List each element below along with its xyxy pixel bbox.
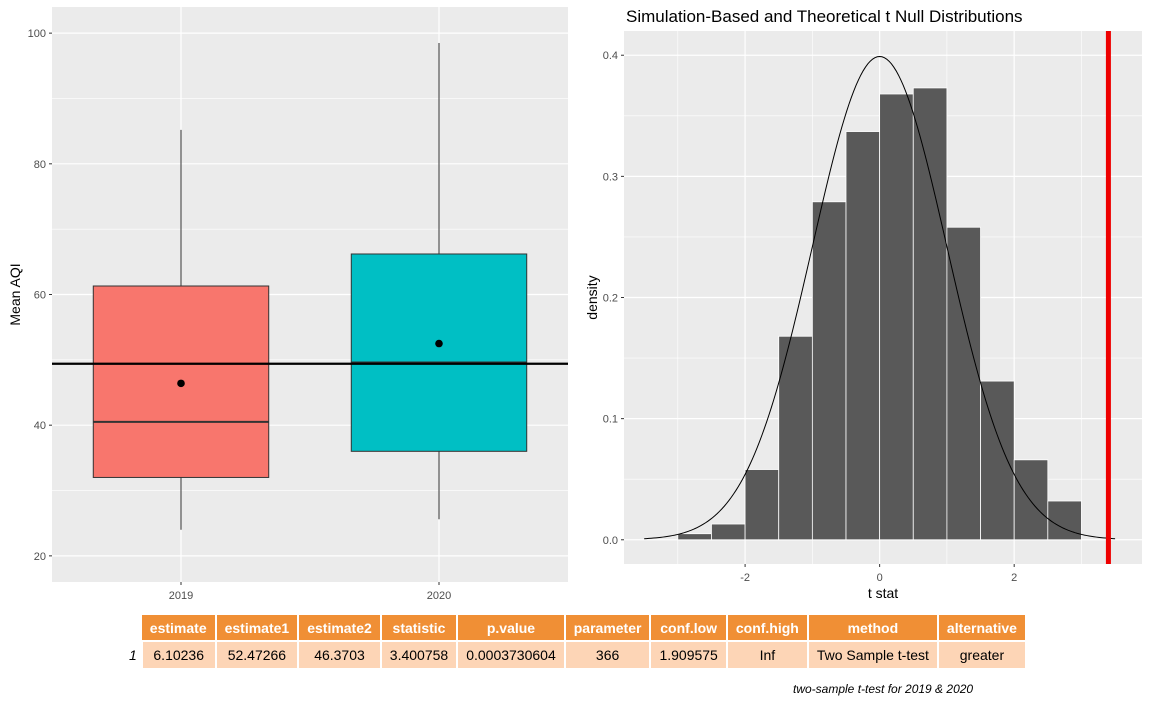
table-column-header: parameter (564, 615, 652, 641)
boxplot-y-tick-label: 40 (34, 420, 46, 432)
histogram-bar (980, 380, 1015, 541)
table-column-header: estimate2 (298, 615, 382, 641)
table-cell: 6.10236 (141, 640, 217, 668)
boxplot-y-tick-label: 20 (34, 551, 46, 563)
histogram-bar (1013, 459, 1049, 541)
histogram-panel: 0.0 0.1 0.2 0.3 0.4 -2 0 2 t stat density Simulati… (584, 7, 1142, 601)
table-cell: 366 (564, 640, 652, 668)
histogram-bar (811, 201, 847, 541)
histogram-x-tick-label: 2 (1011, 572, 1017, 584)
histogram-bar (845, 131, 881, 541)
table-column-header: estimate1 (215, 615, 300, 641)
table-body: 1 6.10236 52.47266 46.3703 3.400758 0.0003730… (121, 640, 1027, 668)
histogram-bar (677, 533, 712, 541)
table-cell: 0.0003730604 (457, 640, 566, 668)
histogram-bar (1047, 500, 1082, 541)
histogram-bar (744, 469, 780, 541)
boxplot-mean-point (435, 339, 443, 348)
table-cell: 3.400758 (380, 640, 459, 668)
histogram-y-tick-label: 0.1 (603, 414, 618, 426)
boxplot-y-axis-label: Mean AQI (7, 263, 23, 325)
boxplot-box-2020 (350, 253, 528, 452)
histogram-y-tick-label: 0.2 (603, 293, 618, 305)
table-cell: 1.909575 (650, 640, 728, 668)
boxplot-y-tick-label: 80 (34, 159, 46, 171)
boxplot-x-tick-label: 2019 (169, 590, 193, 602)
table-rowname-header (121, 615, 142, 641)
histogram-bar (711, 523, 746, 541)
boxplot-mean-point (177, 379, 185, 388)
table-cell: Two Sample t-test (807, 640, 939, 668)
boxplot-x-tick-label: 2020 (427, 590, 451, 602)
table-column-header: estimate (141, 615, 217, 641)
histogram-y-axis-label: density (584, 275, 600, 319)
table-column-header: method (807, 615, 939, 641)
table-cell: Inf (726, 640, 809, 668)
table-caption: two-sample t-test for 2019 & 2020 (793, 682, 974, 696)
table-column-header: conf.low (650, 615, 728, 641)
histogram-y-tick-label: 0.3 (603, 171, 618, 183)
histogram-x-axis-label: t stat (868, 585, 898, 601)
histogram-x-tick-label: 0 (877, 572, 883, 584)
histogram-bar (778, 335, 813, 541)
table-row: 1 6.10236 52.47266 46.3703 3.400758 0.0003730… (121, 640, 1027, 668)
table-column-header: statistic (380, 615, 459, 641)
boxplot-y-tick-label: 100 (28, 28, 46, 40)
histogram-title: Simulation-Based and Theoretical t Null … (626, 7, 1023, 26)
theoretical-t-density-curve (644, 56, 1116, 540)
histogram-bar (879, 93, 914, 541)
boxplot-panel: 20 40 60 80 100 2019 2020 Mean AQI (7, 7, 568, 602)
table-header-row: estimate estimate1 estimate2 statistic p.val… (121, 615, 1027, 641)
histogram-y-tick-label: 0.4 (603, 50, 618, 62)
table-cell: 52.47266 (215, 640, 300, 668)
histogram-bar (946, 226, 981, 541)
table-column-header: alternative (937, 615, 1027, 641)
boxplot-y-tick-label: 60 (34, 290, 46, 302)
table-column-header: conf.high (726, 615, 809, 641)
table-column-header: p.value (457, 615, 566, 641)
table-row-name: 1 (121, 640, 143, 668)
table-cell: 46.3703 (298, 640, 382, 668)
histogram-x-tick-label: -2 (740, 572, 750, 584)
t-test-results-table: estimate estimate1 estimate2 statistic p.val… (121, 615, 1027, 668)
histogram-y-tick-label: 0.0 (603, 535, 618, 547)
histogram-bar (912, 87, 948, 541)
table-cell: greater (937, 640, 1027, 668)
